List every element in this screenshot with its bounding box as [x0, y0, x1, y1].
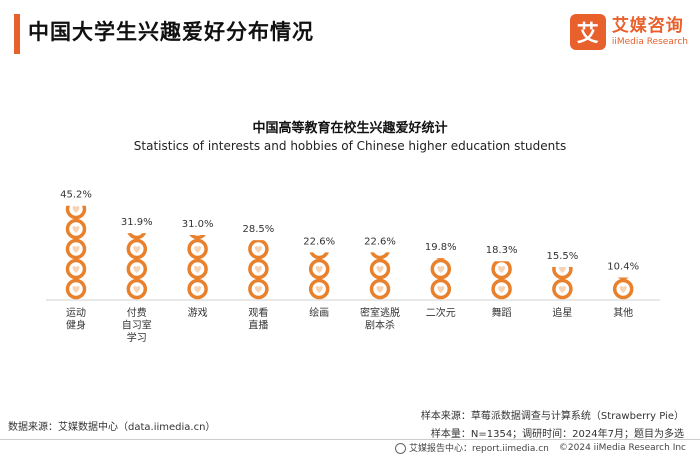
chart-subtitle: Statistics of interests and hobbies of C… — [133, 139, 567, 153]
tick-label: 追星 — [552, 306, 572, 319]
tick-label: 剧本杀 — [365, 319, 395, 332]
bar — [187, 235, 208, 300]
page-title: 中国大学生兴趣爱好分布情况 — [28, 20, 314, 44]
tick-label: 密室逃脱 — [360, 306, 400, 319]
bar — [308, 252, 330, 300]
sample-info: 样本量：N=1354；调研时间：2024年7月；题目为多选 — [430, 429, 684, 440]
data-label: 22.6% — [303, 236, 335, 247]
data-label: 31.9% — [121, 217, 153, 228]
footer-copyright: ©2024 iiMedia Research Inc — [558, 442, 686, 453]
logo-name-cn: 艾媒咨询 — [611, 16, 684, 36]
title-accent-bar — [14, 14, 20, 54]
data-label: 28.5% — [243, 224, 275, 235]
tick-label: 绘画 — [309, 306, 329, 319]
sample-source: 样本来源：草莓派数据调查与计算系统（Strawberry Pie） — [420, 411, 684, 422]
bar — [248, 240, 269, 300]
tick-label: 二次元 — [426, 306, 456, 319]
data-label: 31.0% — [182, 219, 214, 230]
tick-label: 运动 — [66, 307, 86, 319]
data-source: 数据来源：艾媒数据中心（data.iimedia.cn） — [8, 422, 216, 433]
data-label: 10.4% — [607, 262, 639, 273]
bar — [552, 267, 573, 300]
data-label: 22.6% — [364, 236, 396, 247]
data-label: 18.3% — [486, 245, 518, 256]
bar — [491, 261, 512, 300]
logo-mark-icon: 艾 — [569, 14, 606, 50]
footer: 艾媒报告中心：report.iimedia.cn ©2024 iiMedia R… — [0, 439, 700, 455]
brand-logo: 艾 艾媒咨询 iiMedia Research — [569, 14, 688, 50]
footer-report-link[interactable]: 艾媒报告中心：report.iimedia.cn — [394, 441, 549, 454]
chart-title: 中国高等教育在校生兴趣爱好统计 — [252, 121, 448, 136]
tick-label: 健身 — [66, 319, 86, 332]
data-label: 45.2% — [60, 190, 92, 201]
tick-label: 游戏 — [188, 306, 208, 319]
data-label: 15.5% — [547, 251, 579, 262]
logo-name-en: iiMedia Research — [611, 37, 688, 47]
bar — [430, 258, 452, 300]
tick-label: 直播 — [248, 319, 268, 332]
tick-label: 学习 — [127, 331, 147, 344]
bar — [612, 277, 634, 300]
bar — [126, 233, 148, 300]
tick-label: 其他 — [613, 306, 633, 319]
tick-label: 付费 — [127, 306, 147, 319]
bar — [369, 252, 391, 300]
tick-label: 自习室 — [122, 319, 152, 332]
report-icon — [394, 443, 406, 454]
data-label: 19.8% — [425, 242, 457, 253]
tick-label: 舞蹈 — [492, 307, 512, 319]
bar — [65, 205, 87, 300]
tick-label: 观看 — [248, 306, 268, 319]
